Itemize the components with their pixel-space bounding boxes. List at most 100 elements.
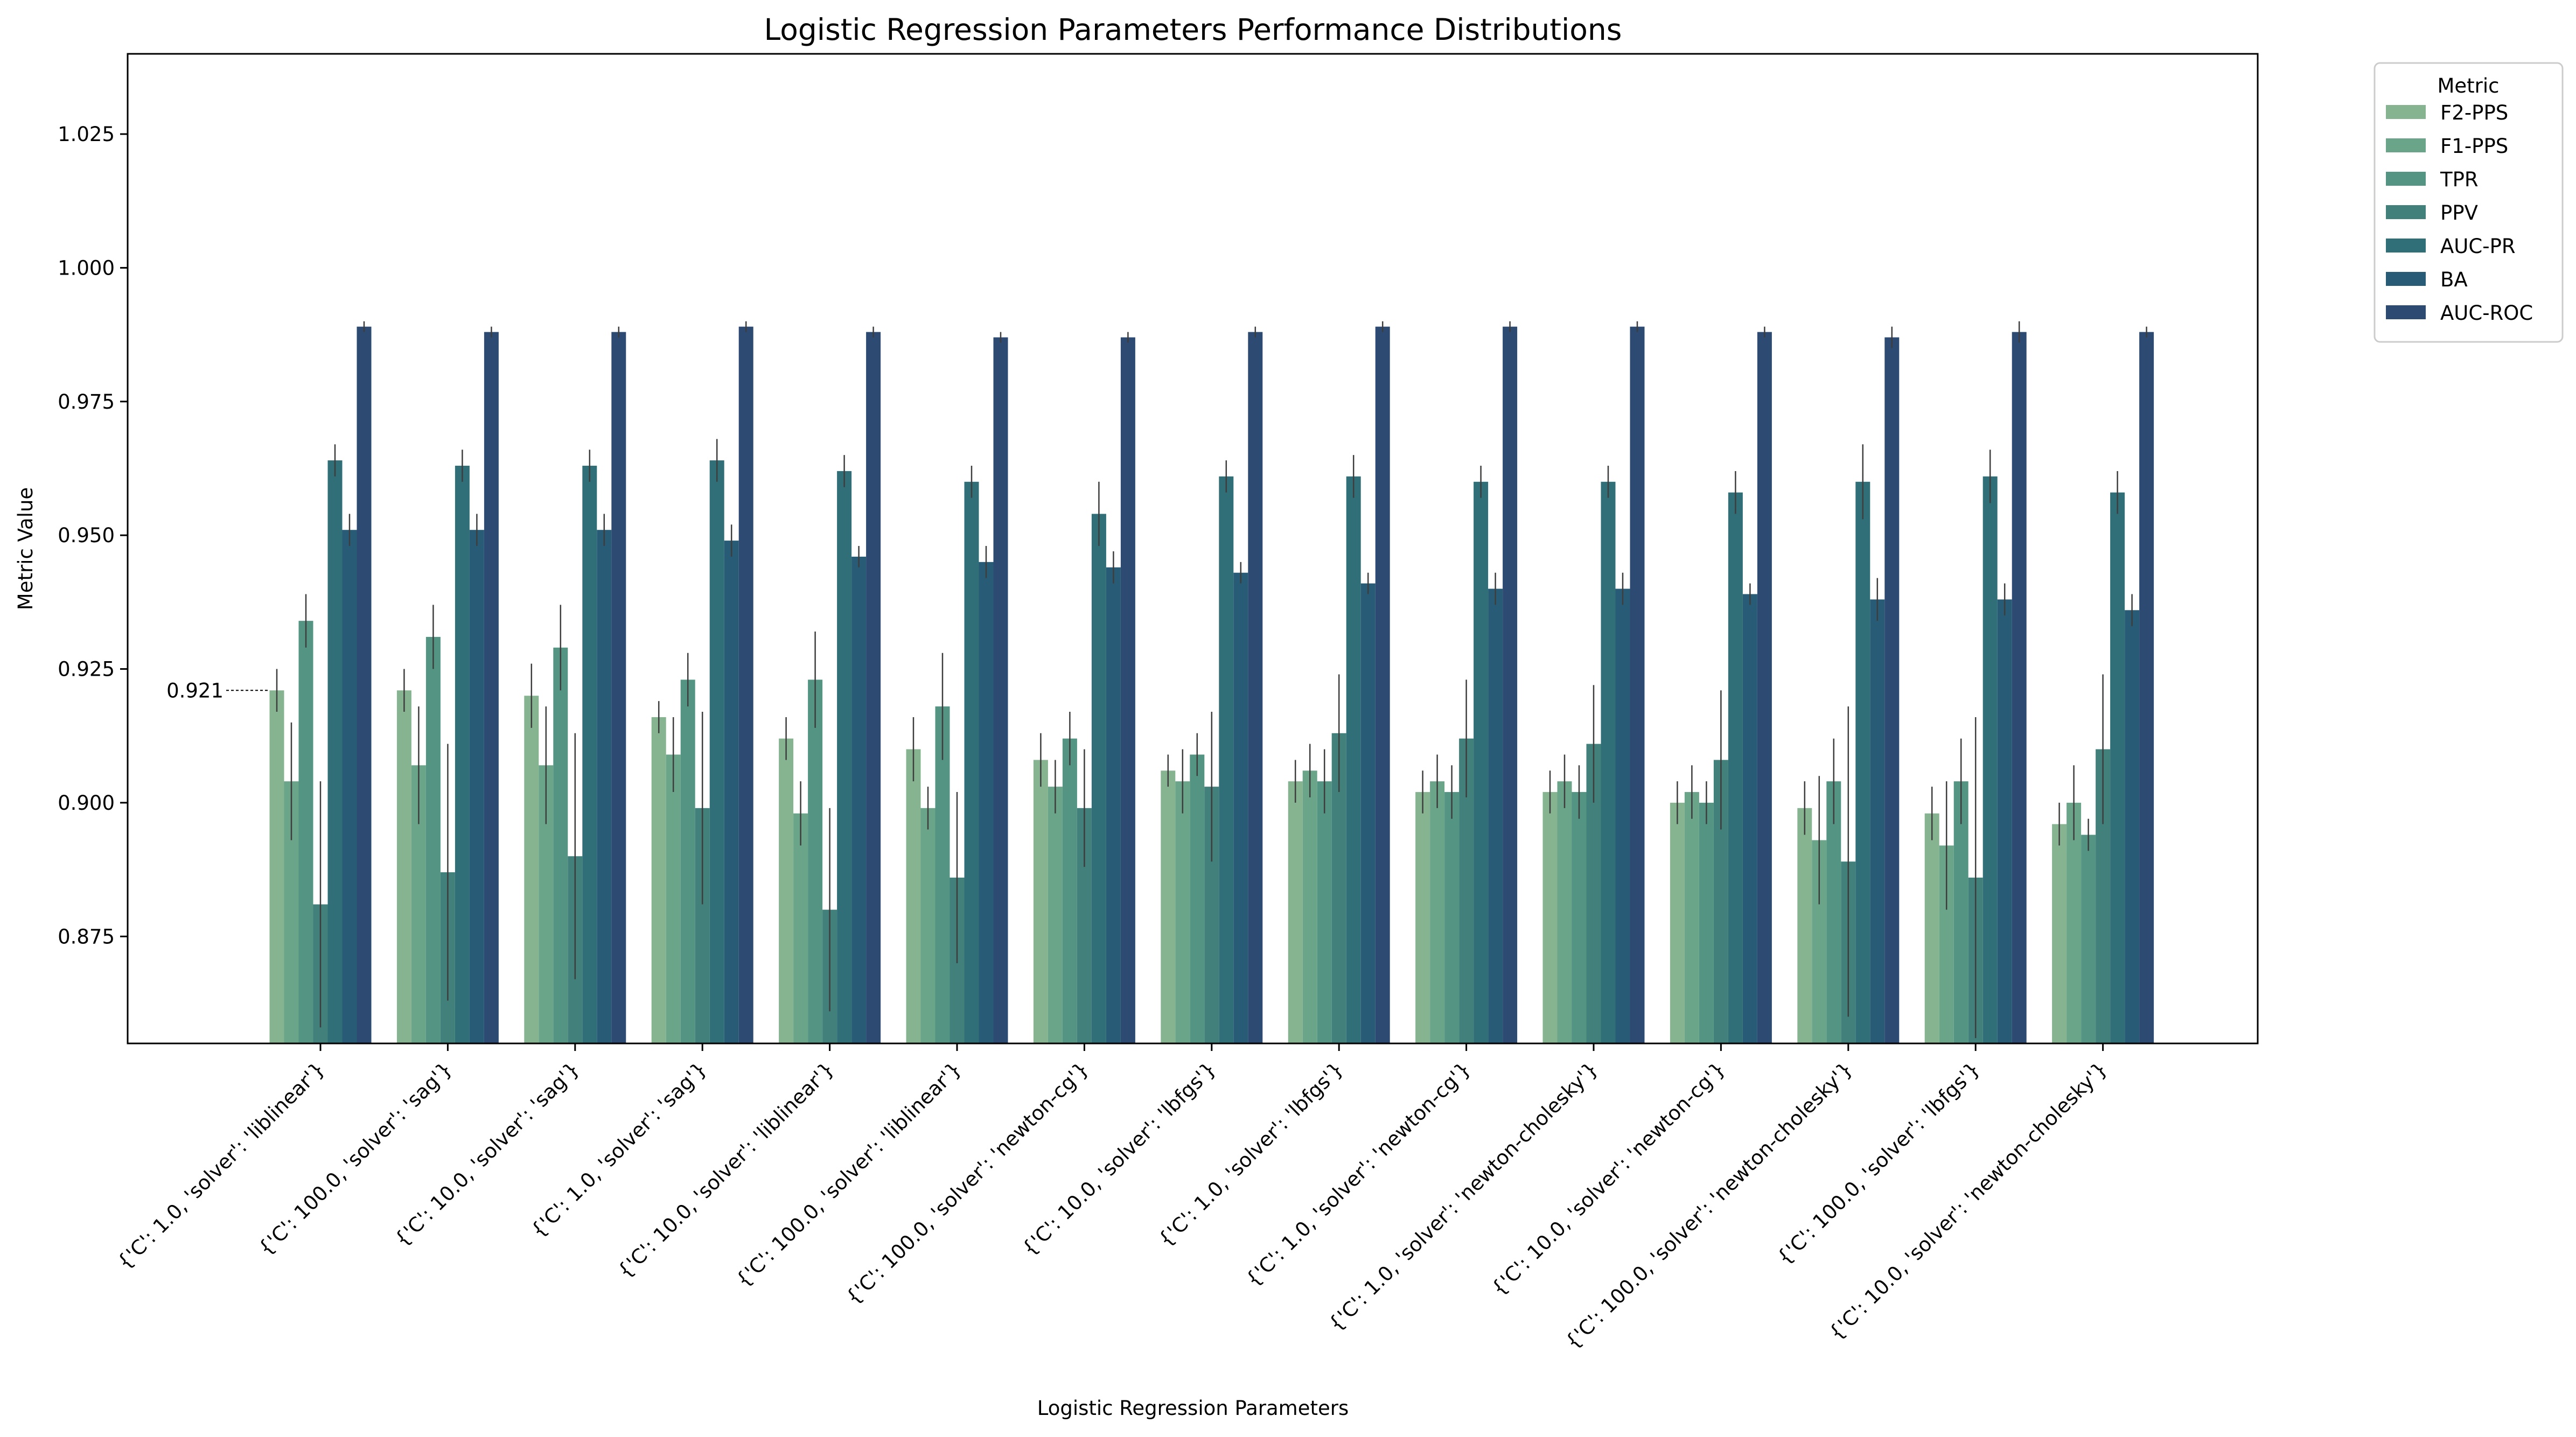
legend-swatch-tpr — [2386, 172, 2426, 186]
y-tick-label: 0.900 — [58, 791, 115, 815]
bar-auc-roc-6 — [1120, 337, 1135, 1043]
bar-auc-pr-0 — [327, 460, 343, 1043]
bar-tpr-14 — [2081, 835, 2096, 1043]
bar-tpr-12 — [1826, 781, 1841, 1043]
bar-f2-pps-5 — [906, 749, 921, 1043]
bar-tpr-2 — [553, 647, 568, 1043]
bars — [269, 326, 2154, 1044]
bar-ba-9 — [1488, 588, 1503, 1043]
bar-auc-roc-10 — [1630, 326, 1645, 1043]
bar-f1-pps-10 — [1557, 781, 1572, 1043]
x-tick-label: {'C': 100.0, 'solver': 'liblinear'} — [731, 1057, 966, 1292]
legend-label-auc-pr: AUC-PR — [2440, 235, 2516, 258]
bar-f1-pps-5 — [920, 808, 936, 1043]
bar-auc-pr-12 — [1855, 481, 1870, 1043]
bar-auc-roc-8 — [1375, 326, 1390, 1043]
y-axis: 0.875 0.900 0.925 0.950 0.975 1.000 1.025 — [58, 123, 128, 948]
bar-tpr-8 — [1317, 781, 1332, 1043]
bar-auc-pr-14 — [2110, 492, 2125, 1043]
bar-f2-pps-1 — [396, 690, 411, 1043]
x-tick-label: {'C': 1.0, 'solver': 'liblinear'} — [113, 1057, 329, 1274]
bar-tpr-6 — [1062, 738, 1077, 1043]
bar-f2-pps-0 — [269, 690, 284, 1043]
y-tick-label: 0.950 — [58, 524, 115, 547]
bar-tpr-5 — [935, 706, 950, 1043]
bar-auc-pr-8 — [1346, 476, 1361, 1043]
bar-auc-pr-4 — [837, 471, 852, 1043]
bar-auc-roc-9 — [1503, 326, 1518, 1043]
legend-swatch-ppv — [2386, 205, 2426, 219]
bar-auc-roc-1 — [484, 332, 499, 1044]
bar-auc-roc-14 — [2139, 332, 2154, 1044]
bar-ba-10 — [1615, 588, 1630, 1043]
bar-auc-roc-4 — [866, 332, 881, 1044]
x-tick-label: {'C': 100.0, 'solver': 'newton-cg'} — [841, 1057, 1093, 1309]
bar-f1-pps-3 — [666, 754, 681, 1043]
bar-auc-pr-9 — [1474, 481, 1489, 1043]
legend-label-ba: BA — [2440, 268, 2468, 291]
x-tick-label: {'C': 100.0, 'solver': 'lbfgs'} — [1772, 1057, 1984, 1269]
x-tick-label: {'C': 10.0, 'solver': 'newton-cholesky'} — [1824, 1057, 2112, 1345]
bar-f2-pps-6 — [1033, 760, 1048, 1043]
bar-ba-2 — [597, 530, 612, 1043]
legend-label-f1-pps: F1-PPS — [2440, 135, 2508, 158]
bar-auc-pr-3 — [709, 460, 724, 1043]
bar-ba-1 — [469, 530, 484, 1043]
bar-auc-roc-11 — [1757, 332, 1772, 1044]
chart-title: Logistic Regression Parameters Performan… — [764, 12, 1622, 47]
bar-auc-pr-5 — [964, 481, 979, 1043]
legend-swatch-f2-pps — [2386, 105, 2426, 119]
y-tick-label: 0.975 — [58, 390, 115, 413]
bar-tpr-4 — [808, 679, 823, 1043]
bar-f1-pps-4 — [793, 813, 808, 1043]
bar-tpr-13 — [1953, 781, 1968, 1043]
x-tick-label: {'C': 1.0, 'solver': 'newton-cholesky'} — [1324, 1057, 1602, 1336]
bar-f1-pps-9 — [1430, 781, 1445, 1043]
bar-f1-pps-14 — [2067, 802, 2082, 1043]
legend-label-tpr: TPR — [2440, 168, 2479, 191]
bar-f2-pps-10 — [1542, 792, 1558, 1043]
y-tick-label: 0.875 — [58, 925, 115, 948]
y-tick-label: 0.925 — [58, 658, 115, 681]
bar-auc-pr-2 — [582, 466, 597, 1044]
legend-swatch-ba — [2386, 272, 2426, 286]
bar-f1-pps-6 — [1048, 787, 1063, 1043]
bar-auc-roc-5 — [993, 337, 1008, 1043]
x-axis: {'C': 1.0, 'solver': 'liblinear'} {'C': 1… — [113, 1043, 2112, 1354]
bar-tpr-11 — [1699, 802, 1714, 1043]
annotation-label: 0.921 — [166, 679, 224, 702]
error-bars — [276, 321, 2147, 1039]
bar-auc-pr-10 — [1601, 481, 1616, 1043]
bar-auc-roc-2 — [611, 332, 626, 1044]
bar-f2-pps-4 — [779, 738, 794, 1043]
bar-f2-pps-8 — [1288, 781, 1303, 1043]
bar-f2-pps-13 — [1924, 813, 1939, 1043]
plot-frame — [127, 53, 2259, 1045]
legend-label-auc-roc: AUC-ROC — [2440, 302, 2533, 325]
bar-f1-pps-7 — [1175, 781, 1190, 1043]
bar-auc-roc-12 — [1884, 337, 1900, 1043]
bar-ba-3 — [724, 541, 739, 1043]
bar-tpr-3 — [680, 679, 695, 1043]
y-tick-label: 1.000 — [58, 256, 115, 279]
legend: Metric F2-PPS F1-PPS TPR PPV AUC-PR BA AUC-ROC — [2373, 62, 2564, 343]
bar-tpr-7 — [1190, 754, 1205, 1043]
bar-auc-roc-3 — [738, 326, 753, 1043]
bar-auc-pr-13 — [1982, 476, 1998, 1043]
y-tick-label: 1.025 — [58, 123, 115, 146]
x-axis-label: Logistic Regression Parameters — [1037, 1397, 1349, 1420]
bar-auc-roc-0 — [357, 326, 372, 1043]
bar-auc-roc-7 — [1248, 332, 1263, 1044]
legend-swatch-f1-pps — [2386, 138, 2426, 152]
bar-ba-14 — [2125, 610, 2140, 1043]
y-axis-label: Metric Value — [14, 487, 37, 610]
bar-ba-6 — [1106, 567, 1121, 1043]
bar-ba-4 — [851, 556, 867, 1043]
bar-ba-8 — [1360, 583, 1376, 1043]
bar-f2-pps-2 — [524, 696, 539, 1043]
bar-tpr-1 — [425, 636, 441, 1043]
bar-f1-pps-11 — [1684, 792, 1699, 1043]
x-tick-label: {'C': 1.0, 'solver': 'newton-cg'} — [1241, 1057, 1475, 1291]
x-tick-label: {'C': 10.0, 'solver': 'liblinear'} — [613, 1057, 839, 1283]
legend-swatch-auc-roc — [2386, 305, 2426, 319]
